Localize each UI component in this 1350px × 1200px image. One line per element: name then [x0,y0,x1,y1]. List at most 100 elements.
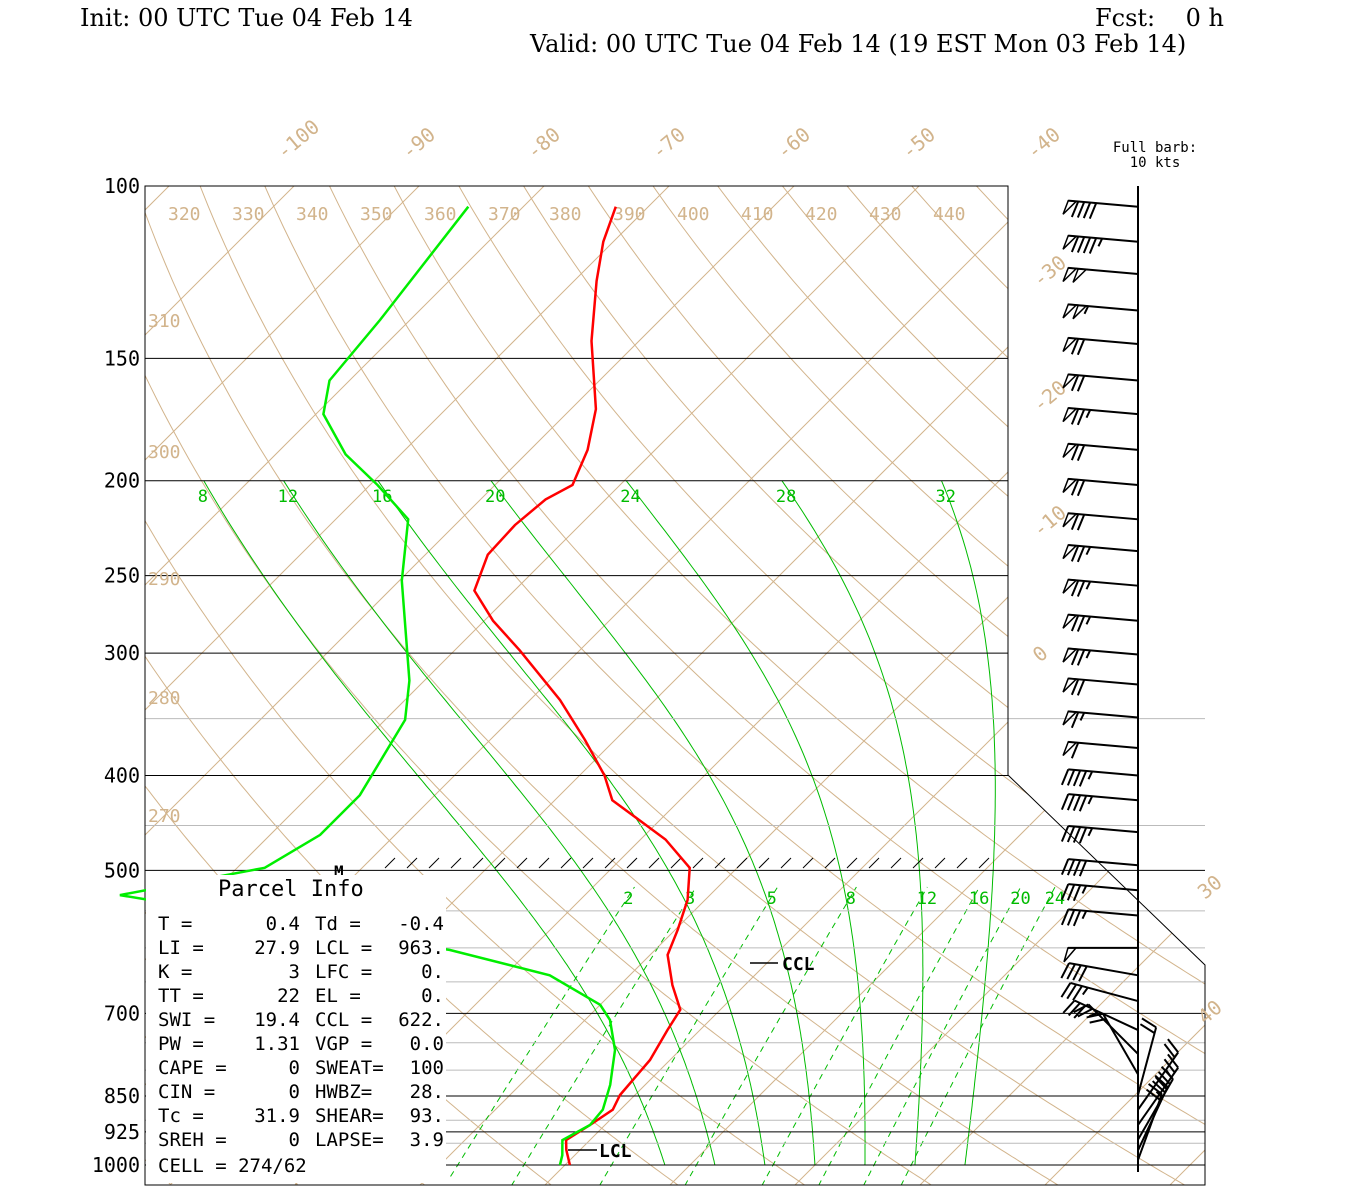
parcel-value: 0. [421,985,444,1007]
barb-full [1076,444,1086,462]
barb-shaft [1070,981,1139,1003]
barb-full [1072,826,1082,843]
parcel-key: CCL = [315,1009,372,1031]
mixing-ratio-line [510,886,697,1185]
hatch-mark [846,857,858,869]
wind-barb [1060,824,1139,844]
dry-adiabat-line [701,186,1205,1185]
barb-flag [1062,613,1078,629]
wind-barb [1073,1003,1139,1055]
wind-barb [1062,477,1139,497]
dry-adiabat-line [510,186,1205,1185]
barb-full [1073,1003,1089,1014]
barb-full [1076,615,1086,632]
barb-legend-line1: Full barb: [1113,140,1197,156]
hatch-mark [978,857,990,869]
parcel-key: HWBZ= [315,1081,372,1103]
wind-barb [1062,710,1139,729]
isotherm-line [145,186,840,1185]
hatch-mark [758,857,770,869]
isotherm-line [793,186,1205,1185]
dry-adiabat-line [637,186,1205,1185]
barb-full [1060,825,1070,842]
barb-full [1060,768,1070,786]
barb-half [1087,827,1094,837]
wind-barb [1062,512,1139,531]
barb-full [1070,479,1080,496]
parcel-value: 31.9 [254,1105,300,1127]
barb-shaft [1068,407,1139,416]
parcel-key: SWEAT= [315,1057,384,1079]
hatch-mark [802,857,814,869]
pressure-tick-label: 300 [104,641,140,665]
hatch-mark [956,857,968,869]
barb-half [1085,616,1092,625]
background-grid [0,141,1205,1186]
barb-full [1076,679,1086,696]
dewpoint-profile-line [119,205,617,1166]
wind-barb [1062,578,1139,597]
isotherm-label: 0 [1028,641,1053,667]
hatch-mark [582,857,594,869]
hatch-mark [472,857,484,869]
wind-barb [1137,1053,1179,1126]
moist-adiabat-label: 24 [620,487,640,507]
barb-full [1070,374,1080,392]
dry-adiabat-line [191,186,1187,1185]
hatch-mark [934,857,946,869]
hatch-mark [824,857,836,869]
wind-barbs [1060,199,1179,1161]
barb-flag [1062,199,1078,215]
isotherm-line [1043,186,1205,1185]
moist-adiabat-label: 8 [198,487,208,507]
sounding-profiles [119,205,691,1166]
wind-barb [1060,793,1139,812]
dry-adiabat-label: 290 [148,569,181,590]
parcel-key: CIN = [158,1081,215,1103]
barb-flag [1062,442,1078,458]
barb-shaft [1068,234,1139,243]
moist-adiabat-label: 12 [278,487,298,507]
axis-labels: 8 12 16 20 24 28 322 3 5 8 12 16 20 24100150200250300… [92,114,1227,1177]
barb-full [1070,513,1080,530]
barb-flag [1062,303,1078,319]
barb-shaft [1102,1013,1139,1075]
parcel-key: K = [158,961,192,983]
parcel-key: CAPE = [158,1057,227,1079]
hatch-mark [868,857,880,869]
barb-full [1078,770,1088,787]
isotherm-label: 30 [1193,870,1227,904]
barb-full [1070,201,1080,218]
pressure-tick-label: 400 [104,763,140,787]
barb-flag [1063,947,1078,963]
mixing-ratio-label: 20 [1010,889,1030,909]
barb-shaft [1068,199,1139,208]
barb-full [1072,859,1082,877]
parcel-value: 93. [410,1105,444,1127]
barb-full [1066,909,1076,926]
isotherm-line [0,141,89,1186]
parcel-key: LCL = [315,937,372,959]
parcel-value: 0 [289,1081,300,1103]
dry-adiabat-label: 440 [933,204,966,225]
parcel-value: -0.4 [398,913,444,935]
barb-half [1097,238,1104,247]
barb-flag [1072,267,1088,283]
barb-full [1160,1066,1174,1080]
wind-barb [1062,647,1139,666]
wind-barb [1137,1083,1163,1161]
parcel-value: 3 [289,961,300,983]
barb-full [1163,1043,1176,1058]
parcel-value: 100 [410,1057,444,1079]
moist-adiabat-label: 28 [776,487,796,507]
pressure-tick-label: 850 [104,1084,140,1108]
parcel-value: 28. [410,1081,444,1103]
barb-full [1076,338,1086,356]
barb-full [1070,711,1080,729]
dry-adiabat-line [318,186,1205,1185]
dry-adiabat-line [765,186,1205,1185]
barb-flag [1062,647,1078,663]
barb-full [1076,375,1086,392]
dry-adiabat-line [1083,186,1205,1185]
wind-barb [1062,336,1139,356]
